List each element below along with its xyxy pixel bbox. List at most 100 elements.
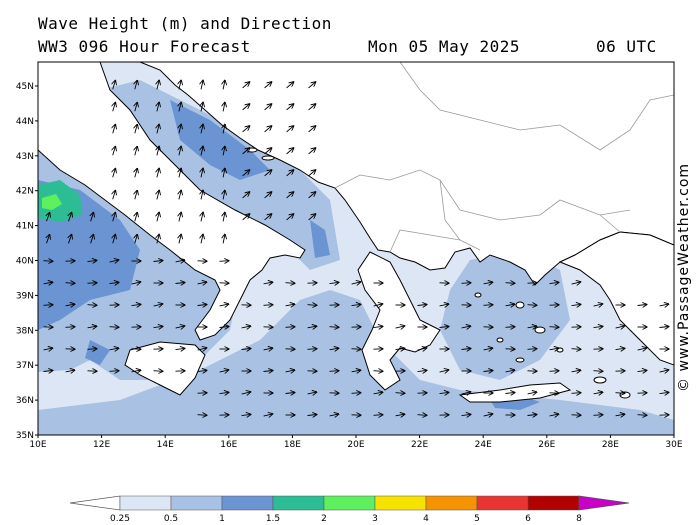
wave-arrow [307,349,317,350]
wave-arrow [264,170,272,177]
wave-arrow [135,191,137,200]
wave-arrow [307,392,317,394]
wave-arrow [571,393,581,394]
wave-arrow [153,261,163,262]
wave-arrow [659,392,669,393]
wave-arrow [223,103,225,112]
wave-arrow [175,326,185,328]
legend-label: 1 [219,514,225,524]
wave-arrow [461,283,471,284]
wave-arrow [286,104,294,111]
wave-arrow [242,82,250,89]
wave-arrow [307,415,317,416]
wave-arrow [131,349,141,350]
lon-tick-label: 30E [665,440,682,450]
wave-arrow [135,169,137,178]
wave-arrow [201,169,203,178]
wave-arrow [571,370,581,372]
lat-tick-label: 43N [16,152,34,162]
wave-arrow [219,370,229,372]
wave-arrow [197,282,207,284]
sea-lightgreen-wave-area [42,194,62,210]
wave-arrow [527,326,537,328]
wave-arrow [285,393,295,394]
wave-arrow [197,348,207,350]
wave-arrow [308,148,316,155]
wave-arrow [549,348,559,350]
legend-swatch [425,495,478,511]
wave-arrow [395,393,405,394]
legend-swatch [221,495,274,511]
wave-arrow [242,170,250,177]
lon-tick-label: 28E [602,440,619,450]
wave-arrow [439,304,449,306]
wave-arrow [329,327,339,328]
lat-tick-label: 36N [16,396,34,406]
wave-arrow [43,282,53,284]
legend-label: 2 [321,514,327,524]
wave-arrow [242,148,250,155]
wave-direction-arrows [43,81,669,417]
wave-arrow [373,304,383,306]
wave-arrow [286,82,294,89]
country-borders [334,62,674,253]
wave-arrow [157,81,159,90]
legend-label: 0.25 [110,514,130,524]
wave-arrow [241,349,251,350]
wave-arrow [87,260,97,261]
wave-arrow [329,348,339,350]
wave-arrow [417,415,427,416]
wave-arrow [351,349,361,350]
wave-arrow [113,213,116,222]
wave-arrow [179,147,181,156]
wave-arrow [131,370,141,372]
wave-arrow [593,392,603,394]
land-masses [38,62,674,403]
wave-arrow [286,214,294,221]
wave-arrow [175,348,185,349]
wave-arrow [505,283,515,284]
wave-arrow [91,235,94,244]
legend-swatch [578,495,630,511]
wave-arrow [461,392,471,394]
wave-arrow [417,305,427,306]
lon-tick-label: 22E [411,440,428,450]
wave-arrow [201,191,203,200]
legend-label: 5 [474,514,480,524]
wave-arrow [113,81,116,90]
wave-arrow [263,305,273,306]
wave-arrow [395,348,405,349]
wave-arrow [286,126,294,133]
wave-arrow [241,392,251,394]
wave-arrow [637,305,647,306]
legend-swatch [69,495,121,511]
wave-arrow [157,213,159,222]
wave-arrow [395,326,405,328]
wave-arrow [157,169,159,178]
wave-arrow [286,148,294,155]
legend-swatch [119,495,172,511]
wave-arrow [157,125,159,134]
wave-arrow [157,191,159,200]
wave-arrow [308,214,316,221]
lat-tick-label: 38N [16,326,34,336]
wave-arrow [135,147,137,156]
wave-arrow [285,283,295,284]
wave-arrow [43,261,53,262]
wave-arrow [637,415,647,416]
wave-arrow [179,81,181,90]
wave-arrow [263,414,273,416]
wave-arrow [659,327,669,328]
wave-arrow [113,191,116,200]
lon-tick-label: 20E [347,440,364,450]
axis-labels: 10E 12E 14E 16E 18E 20E 22E 24E 26E 28E 30E 45N 44N 4… [16,82,683,450]
wave-arrow [264,214,272,221]
wave-arrow [135,213,137,222]
wave-arrow [197,305,207,306]
wave-arrow [241,326,251,328]
wave-arrow [659,370,669,372]
legend-label: 0.5 [164,514,178,524]
lat-tick-label: 45N [16,82,34,92]
wave-arrow [329,282,339,283]
wave-arrow [264,148,272,155]
